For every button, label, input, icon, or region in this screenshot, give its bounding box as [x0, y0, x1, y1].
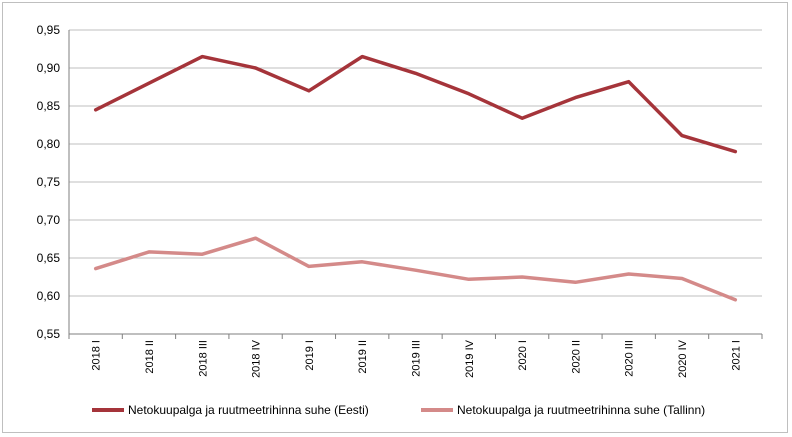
y-tick-label: 0,90 [37, 61, 61, 75]
x-tick-label: 2020 I [517, 340, 529, 371]
x-tick-label: 2019 I [304, 340, 316, 371]
series-lines [93, 54, 738, 302]
y-axis: 0,55 0,60 0,65 0,70 0,75 0,80 0,85 0,90 0,95 [37, 23, 70, 341]
y-tick-label: 0,95 [37, 23, 61, 37]
x-tick-label: 2020 III [624, 340, 636, 377]
legend-label: Netokuupalga ja ruutmeetrihinna suhe (Ta… [457, 403, 705, 417]
legend: Netokuupalga ja ruutmeetrihinna suhe (Ee… [92, 403, 705, 417]
x-tick-label: 2019 IV [464, 339, 476, 378]
x-tick-label: 2018 III [197, 340, 209, 377]
x-tick-label: 2018 I [91, 340, 103, 371]
legend-label: Netokuupalga ja ruutmeetrihinna suhe (Ee… [128, 403, 369, 417]
x-tick-label: 2018 II [144, 340, 156, 374]
gridlines [69, 29, 762, 335]
x-tick-label: 2018 IV [251, 339, 263, 378]
x-axis: 2018 I 2018 II 2018 III 2018 IV 2019 I 2019 I… [68, 334, 763, 378]
x-tick-label: 2019 III [411, 340, 423, 377]
y-tick-label: 0,70 [37, 213, 61, 227]
y-tick-label: 0,60 [37, 289, 61, 303]
x-tick-label: 2019 II [357, 340, 369, 374]
y-tick-label: 0,80 [37, 137, 61, 151]
x-tick-label: 2020 II [570, 340, 582, 374]
x-tick-label: 2021 I [730, 340, 742, 371]
y-tick-label: 0,75 [37, 175, 61, 189]
chart-frame [2, 2, 788, 433]
y-tick-label: 0,65 [37, 251, 61, 265]
series-line-tallinn [93, 236, 738, 302]
series-line-eesti [93, 54, 738, 154]
y-tick-label: 0,85 [37, 99, 61, 113]
y-tick-label: 0,55 [37, 327, 61, 341]
x-tick-label: 2020 IV [677, 339, 689, 378]
